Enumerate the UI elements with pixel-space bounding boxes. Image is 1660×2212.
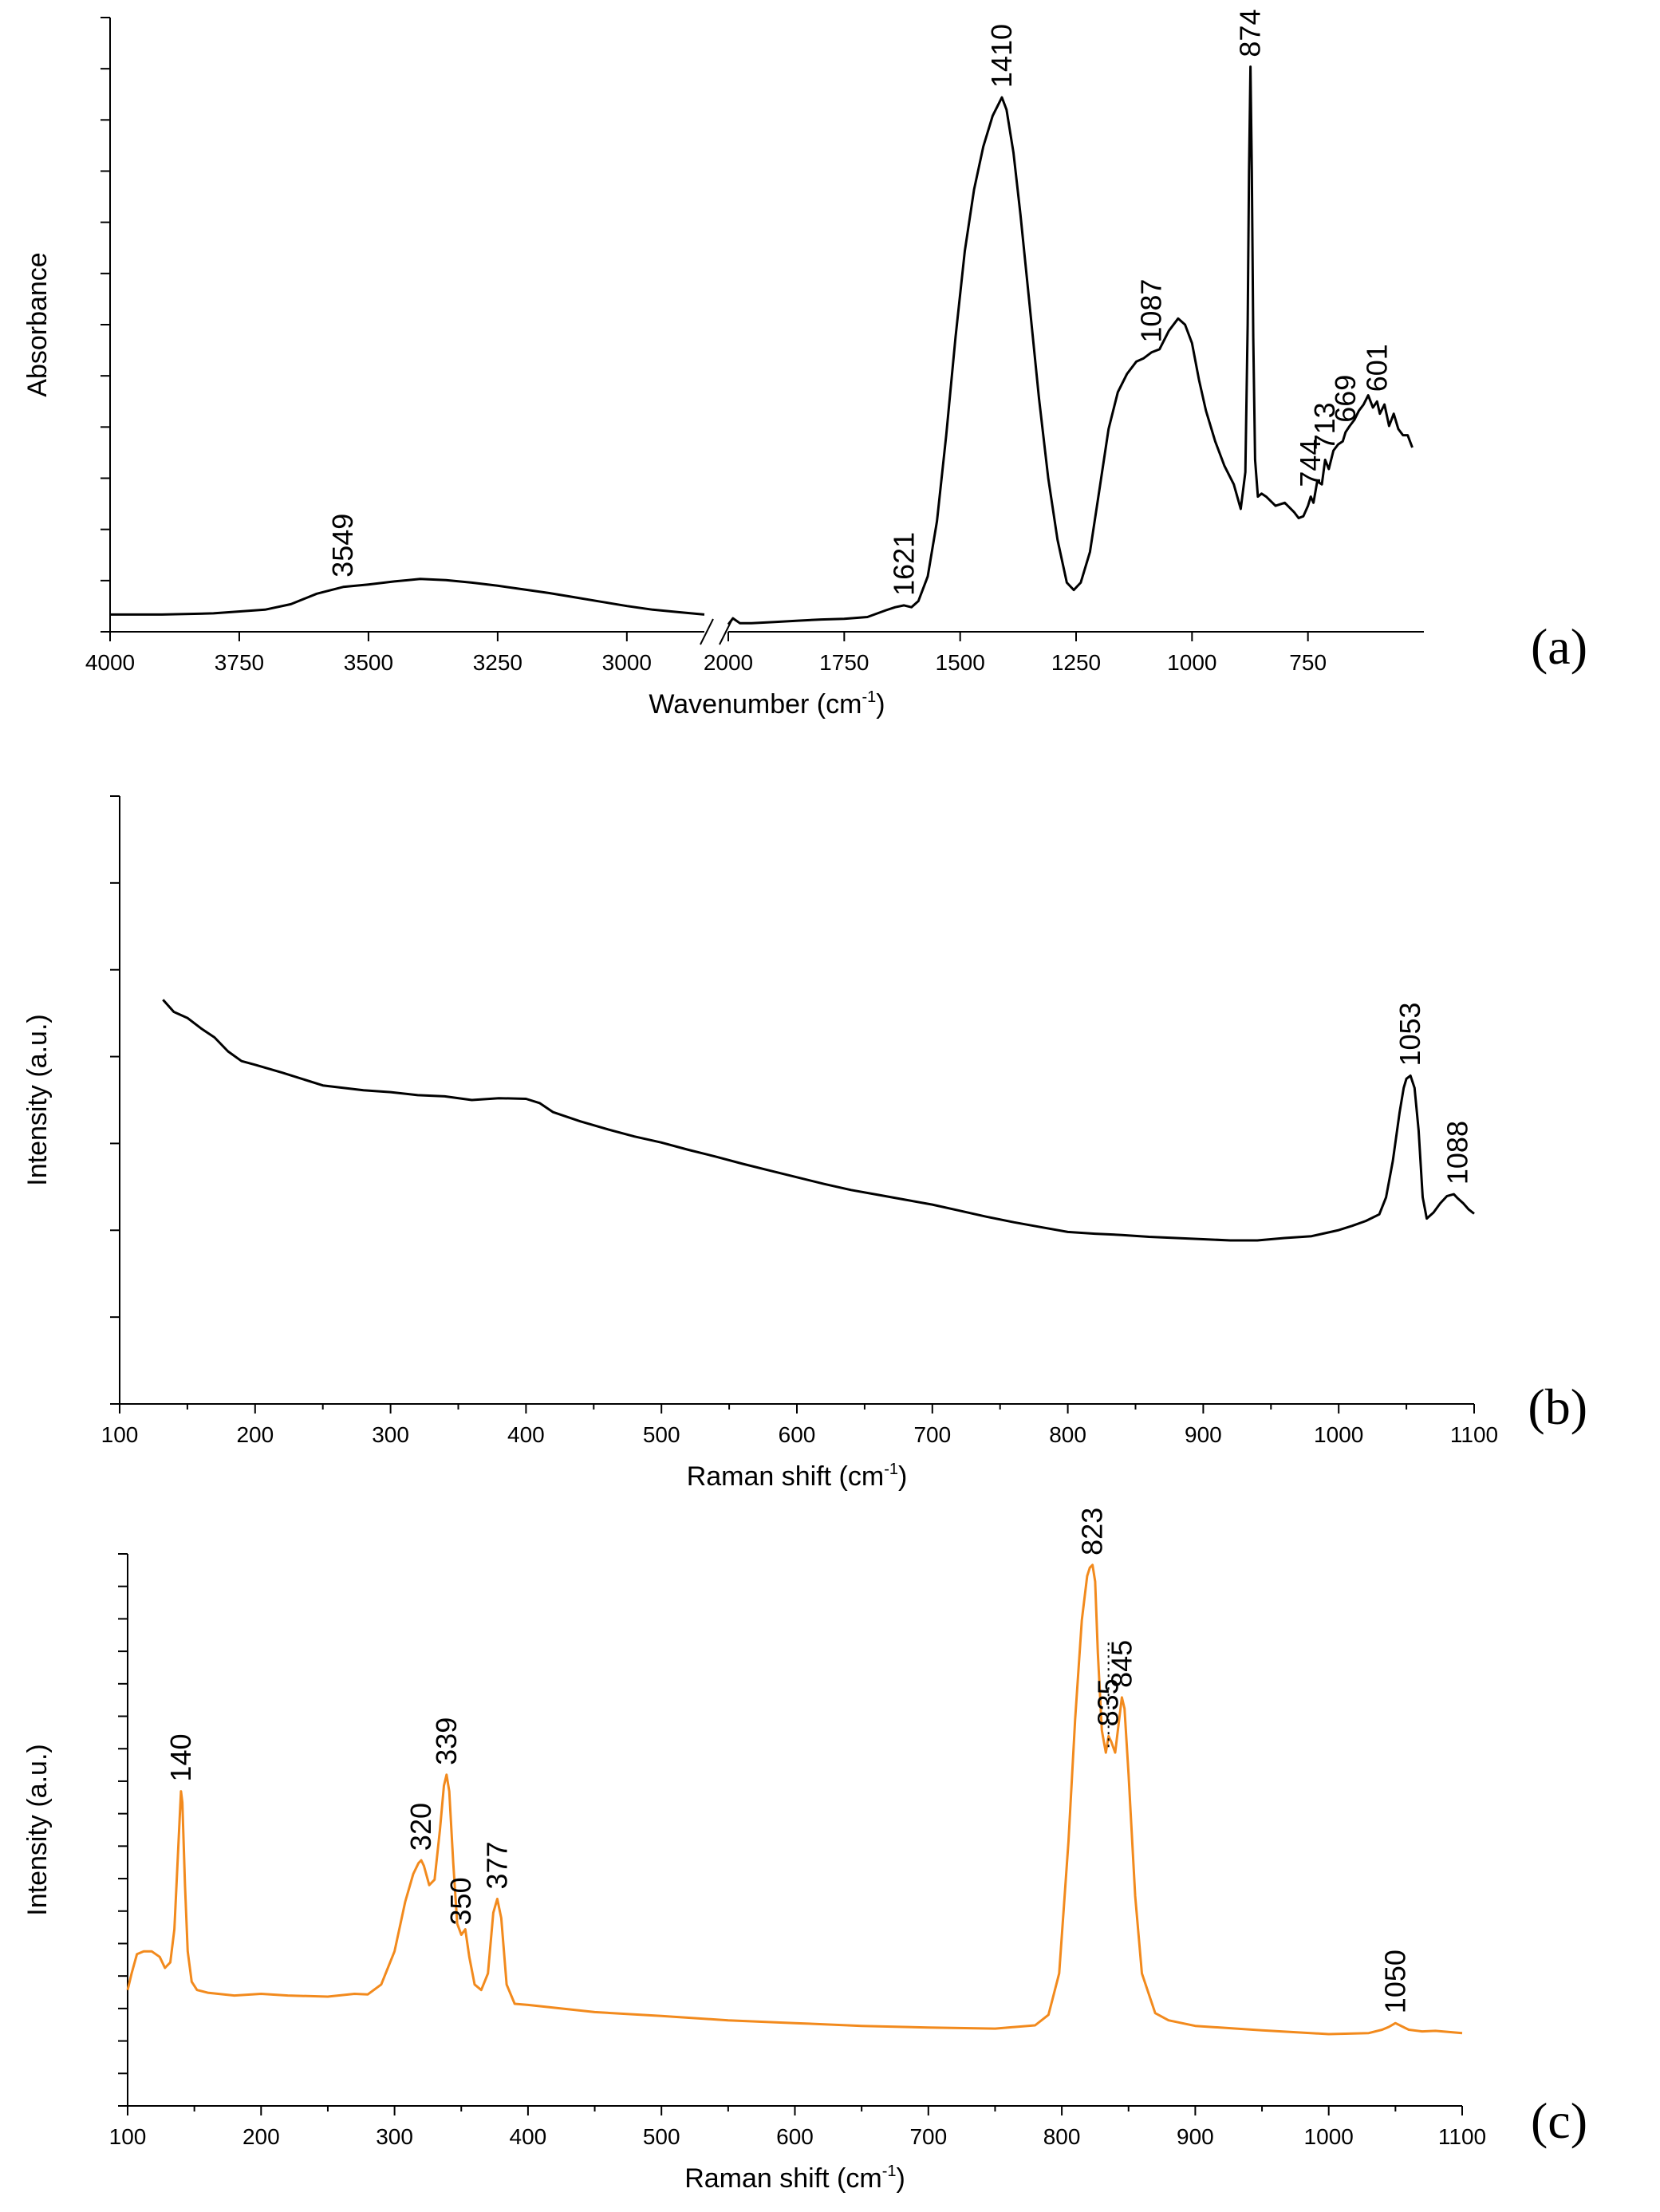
- x-axis-title: Raman shift (cm-1): [684, 2163, 905, 2194]
- x-tick-label: 750: [1289, 650, 1327, 675]
- x-tick-label: 500: [643, 2124, 680, 2149]
- x-tick-label: 300: [372, 1422, 409, 1447]
- peak-label-339: 339: [430, 1717, 463, 1765]
- axis-break-mark: [700, 618, 714, 645]
- panel-label: (a): [1531, 618, 1587, 675]
- peak-label-601: 601: [1360, 344, 1393, 392]
- panel-label: (b): [1528, 1378, 1587, 1435]
- peak-label-140: 140: [164, 1733, 197, 1781]
- x-tick-label: 3250: [473, 650, 522, 675]
- x-tick-label: 800: [1043, 2124, 1081, 2149]
- peak-label-874: 874: [1234, 10, 1267, 57]
- x-tick-label: 500: [643, 1422, 680, 1447]
- x-tick-label: 200: [242, 2124, 280, 2149]
- y-axis-title: Intensity (a.u.): [22, 1744, 53, 1915]
- peak-label-1053: 1053: [1394, 1002, 1426, 1066]
- x-tick-label: 600: [779, 1422, 816, 1447]
- series-line: [727, 65, 1414, 625]
- peak-label-744: 744: [1294, 440, 1327, 487]
- peak-label-1621: 1621: [887, 532, 920, 596]
- x-tick-label: 3750: [215, 650, 264, 675]
- peak-label-835: 835: [1092, 1678, 1125, 1726]
- x-tick-label: 700: [909, 2124, 947, 2149]
- x-tick-label: 200: [236, 1422, 274, 1447]
- x-tick-label: 3500: [344, 650, 393, 675]
- x-tick-label: 1000: [1314, 1422, 1363, 1447]
- x-axis-title: Raman shift (cm-1): [687, 1461, 908, 1492]
- peak-label-350: 350: [444, 1877, 477, 1925]
- y-axis-title: Absorbance: [22, 252, 53, 396]
- peak-label-377: 377: [480, 1841, 513, 1889]
- x-tick-label: 1100: [1438, 2124, 1486, 2149]
- peak-label-1050: 1050: [1378, 1950, 1411, 2013]
- x-tick-label: 2000: [704, 650, 753, 675]
- x-tick-label: 400: [507, 1422, 545, 1447]
- x-tick-label: 4000: [85, 650, 135, 675]
- panel-c: 100 200 300 400 500 600 700 800 900 1000 1100 Raman…: [22, 1508, 1587, 2194]
- x-tick-label: 900: [1185, 1422, 1222, 1447]
- series-line: [126, 1563, 1463, 2036]
- x-tick-label: 1750: [819, 650, 869, 675]
- x-tick-label: 700: [913, 1422, 951, 1447]
- x-tick-label: 1000: [1304, 2124, 1354, 2149]
- peak-label-823: 823: [1076, 1508, 1109, 1555]
- x-tick-label: 400: [510, 2124, 547, 2149]
- peak-label-669: 669: [1329, 375, 1362, 423]
- panel-a: 4000 3750 3500 3250 3000 2000 1750 1500 1250 1000…: [22, 10, 1587, 720]
- x-tick-label: 1000: [1167, 650, 1216, 675]
- x-tick-label: 1250: [1051, 650, 1101, 675]
- peak-label-3549: 3549: [326, 514, 359, 578]
- x-tick-label: 900: [1177, 2124, 1214, 2149]
- peak-label-320: 320: [404, 1803, 437, 1851]
- panel-label: (c): [1531, 2092, 1587, 2149]
- panel-b: 100 200 300 400 500 600 700 800 900 1000 1100 Raman…: [22, 795, 1587, 1492]
- x-tick-label: 300: [376, 2124, 413, 2149]
- x-tick-label: 100: [101, 1422, 139, 1447]
- x-tick-label: 1500: [936, 650, 985, 675]
- x-axis-title: Wavenumber (cm-1): [649, 688, 885, 720]
- x-tick-label: 100: [109, 2124, 147, 2149]
- x-tick-label: 800: [1049, 1422, 1086, 1447]
- peak-label-845: 845: [1105, 1640, 1138, 1688]
- peak-label-1088: 1088: [1441, 1121, 1474, 1185]
- series-line: [110, 578, 705, 616]
- series-line: [162, 999, 1475, 1242]
- x-tick-label: 1100: [1450, 1422, 1498, 1447]
- peak-label-713: 713: [1308, 402, 1341, 450]
- peak-label-1410: 1410: [985, 24, 1018, 88]
- peak-label-1087: 1087: [1135, 279, 1168, 343]
- x-tick-label: 3000: [602, 650, 652, 675]
- y-axis-title: Intensity (a.u.): [22, 1014, 53, 1185]
- x-tick-label: 600: [776, 2124, 814, 2149]
